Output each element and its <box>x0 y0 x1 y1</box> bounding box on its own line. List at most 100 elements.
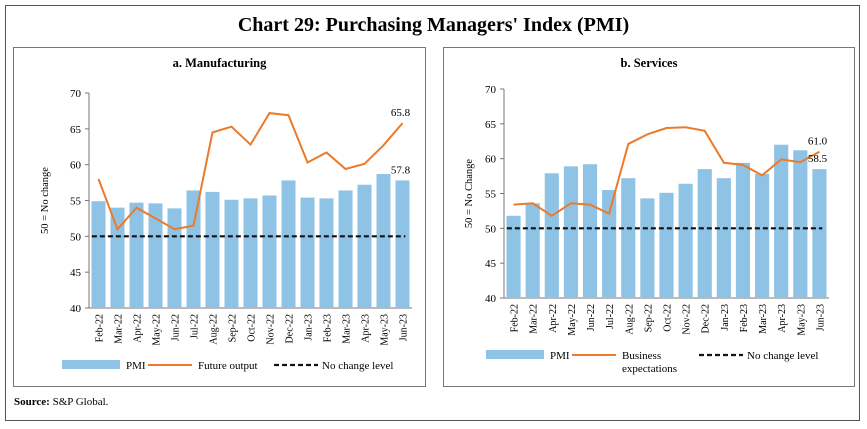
x-tick-label: Jan-23 <box>720 304 731 331</box>
pmi-bar <box>640 198 655 298</box>
pmi-bar <box>602 190 617 298</box>
y-tick-label: 60 <box>70 160 82 172</box>
legend-pmi-swatch <box>486 350 544 359</box>
pmi-bar <box>659 192 674 298</box>
x-tick-label: Apr-22 <box>133 314 144 343</box>
expectations-line <box>513 126 820 217</box>
pmi-bar <box>129 202 144 308</box>
y-tick-label: 70 <box>70 88 82 100</box>
x-tick-label: May-22 <box>567 304 578 336</box>
legend-pmi-label: PMI <box>550 350 570 362</box>
manufacturing-title: a. Manufacturing <box>172 56 267 70</box>
y-tick-label: 45 <box>485 258 497 270</box>
y-tick-label: 55 <box>485 189 497 201</box>
expectations-line <box>97 112 404 232</box>
data-label: 65.8 <box>391 107 411 119</box>
pmi-bar <box>544 173 559 298</box>
y-tick-label: 60 <box>485 154 497 166</box>
pmi-bar <box>621 178 636 298</box>
x-tick-label: Feb-23 <box>323 314 334 342</box>
x-tick-label: Jun-22 <box>586 304 597 331</box>
pmi-bar <box>716 178 731 298</box>
pmi-bar <box>148 203 163 308</box>
legend-dash-label: No change level <box>322 360 393 372</box>
x-tick-label: Apr-23 <box>777 304 788 333</box>
y-tick-label: 55 <box>70 196 82 208</box>
pmi-bar <box>110 207 125 308</box>
x-tick-label: Feb-23 <box>739 304 750 332</box>
x-tick-label: Oct-22 <box>247 314 258 342</box>
pmi-bar <box>395 180 410 308</box>
x-tick-label: Dec-22 <box>701 304 712 333</box>
pmi-bar <box>506 215 521 298</box>
data-label: 58.5 <box>808 153 828 165</box>
x-tick-label: May-23 <box>380 314 391 346</box>
manufacturing-chart: 40 45 50 55 60 65 70 50 = No change 65.8 57.8 Feb-… <box>40 88 412 372</box>
legend-line-label-2: expectations <box>622 363 677 375</box>
x-tick-label: Nov-22 <box>266 314 277 345</box>
x-tick-label: Nov-22 <box>682 304 693 335</box>
x-tick-label: Feb-22 <box>510 304 521 332</box>
y-axis-title: 50 = No Change <box>464 159 475 229</box>
services-panel: b. Services 40 45 50 55 60 65 70 50 = No Change… <box>443 47 855 387</box>
pmi-bar <box>243 198 258 308</box>
x-tick-label: Aug-22 <box>209 314 220 345</box>
x-tick-label: May-23 <box>796 304 807 336</box>
x-tick-label: Apr-23 <box>361 314 372 343</box>
x-tick-label: Jan-23 <box>304 314 315 341</box>
legend-line-label: Business <box>622 350 661 362</box>
y-axis-title: 50 = No change <box>40 167 51 234</box>
manufacturing-panel: a. Manufacturing 40 45 50 55 60 65 70 50 = No c… <box>13 47 426 387</box>
x-tick-label: Jun-23 <box>399 314 410 341</box>
y-tick-label: 40 <box>70 303 82 315</box>
services-title: b. Services <box>620 56 678 70</box>
pmi-bar <box>300 197 315 308</box>
pmi-bar <box>793 150 808 298</box>
pmi-bar <box>525 203 540 298</box>
pmi-bar <box>319 198 334 308</box>
legend-pmi-swatch <box>62 360 120 369</box>
services-chart: 40 45 50 55 60 65 70 50 = No Change 61.0 58.5 Feb-… <box>464 84 829 375</box>
source-label: Source: <box>14 396 50 408</box>
x-tick-label: Jul-22 <box>190 314 201 339</box>
pmi-bar <box>812 169 827 298</box>
x-tick-label: Aug-22 <box>624 304 635 335</box>
y-tick-label: 65 <box>485 119 497 131</box>
x-tick-label: Feb-22 <box>95 314 106 342</box>
pmi-bar <box>338 190 353 308</box>
x-tick-label: Dec-22 <box>285 314 296 343</box>
x-tick-label: Mar-22 <box>114 314 125 344</box>
pmi-bar <box>376 173 391 308</box>
source-note: Source: S&P Global. <box>14 396 108 408</box>
x-tick-label: Oct-22 <box>663 304 674 332</box>
x-tick-label: Apr-22 <box>548 304 559 333</box>
legend-dash-label: No change level <box>747 350 818 362</box>
pmi-bar <box>357 184 372 308</box>
pmi-bar <box>224 199 239 308</box>
pmi-bar <box>774 144 789 298</box>
x-tick-label: Sep-22 <box>228 314 239 342</box>
page-title: Chart 29: Purchasing Managers' Index (PM… <box>237 14 630 36</box>
y-tick-label: 65 <box>70 124 82 136</box>
x-tick-label: Mar-22 <box>529 304 540 334</box>
pmi-bar <box>262 195 277 308</box>
x-tick-label: Mar-23 <box>758 304 769 334</box>
x-tick-label: Jun-23 <box>815 304 826 331</box>
pmi-bar <box>186 190 201 308</box>
chart-frame <box>5 5 860 421</box>
y-tick-label: 40 <box>485 293 497 305</box>
pmi-bar <box>563 166 578 298</box>
pmi-bar <box>755 173 770 298</box>
legend-pmi-label: PMI <box>126 360 146 372</box>
pmi-bar <box>281 180 296 308</box>
pmi-bar <box>167 208 182 308</box>
x-tick-label: Jun-22 <box>171 314 182 341</box>
y-tick-label: 50 <box>70 231 82 243</box>
y-tick-label: 45 <box>70 267 82 279</box>
x-tick-label: Mar-23 <box>342 314 353 344</box>
x-tick-label: May-22 <box>152 314 163 346</box>
pmi-bar <box>582 164 598 298</box>
legend-line-label: Future output <box>198 360 258 372</box>
pmi-bar <box>697 169 712 298</box>
data-label: 61.0 <box>808 136 828 148</box>
